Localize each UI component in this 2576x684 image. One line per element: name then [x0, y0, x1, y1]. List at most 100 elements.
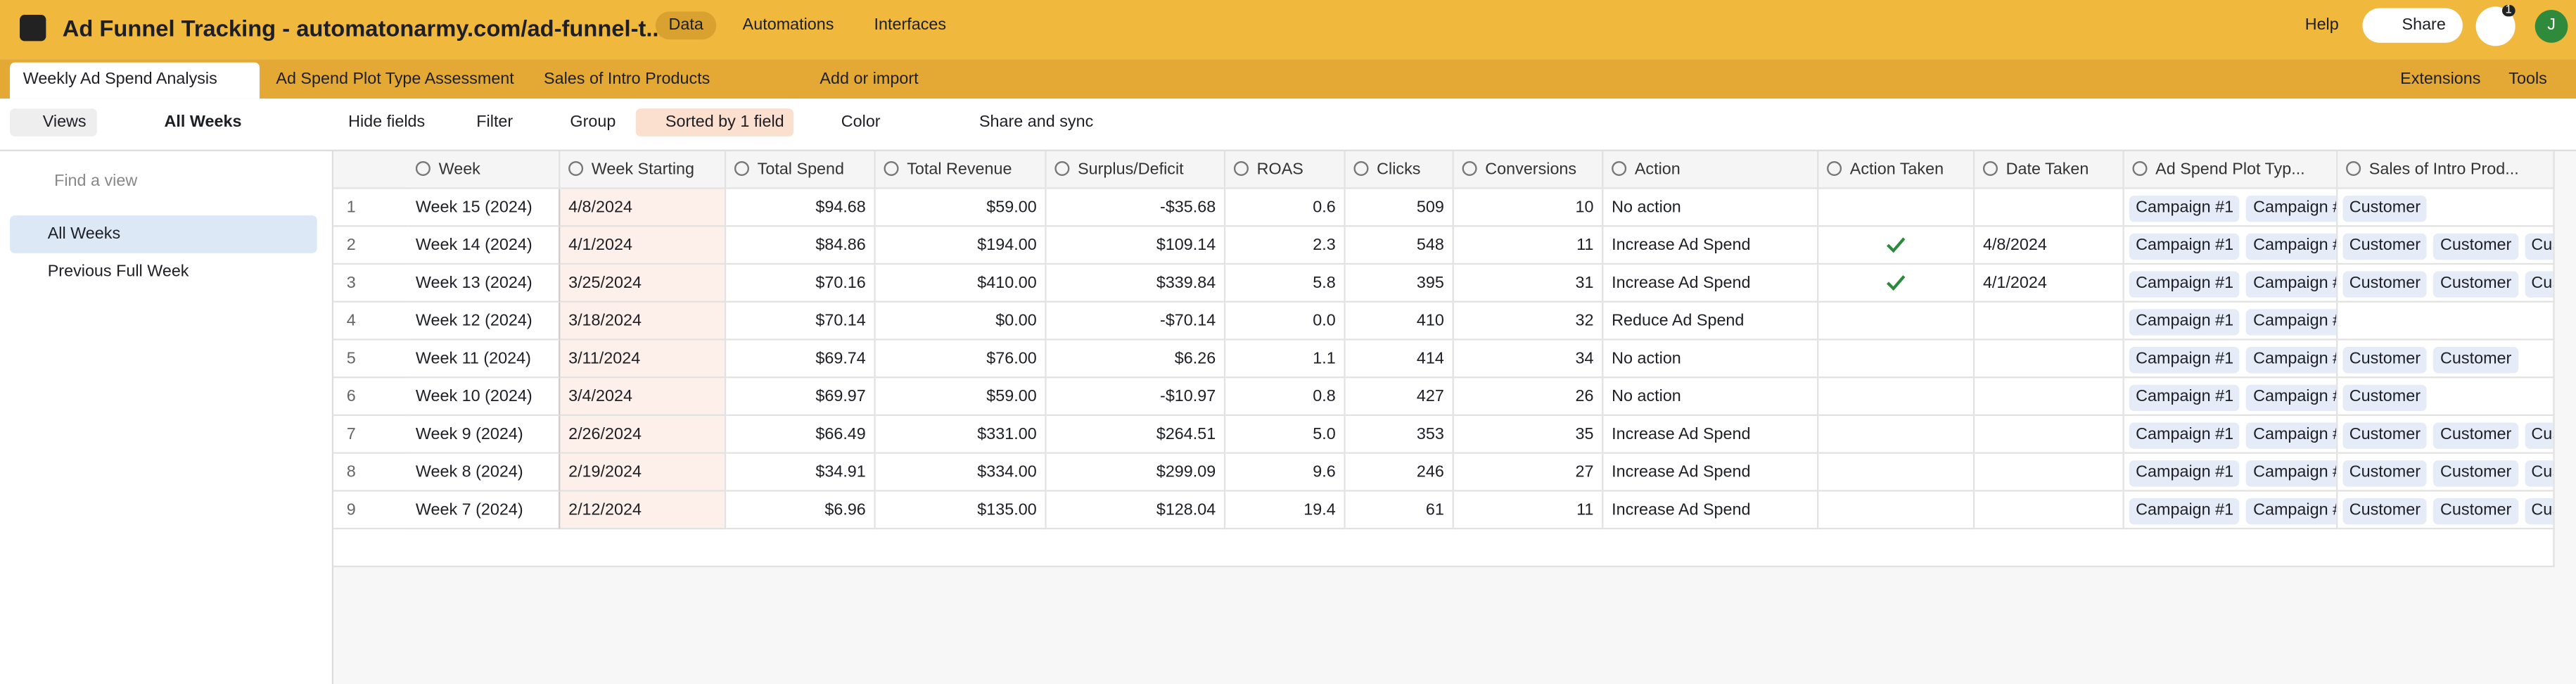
linked-record: Customer	[2433, 347, 2518, 374]
notification-count: 1	[2501, 5, 2516, 17]
linked-record: Campaign #1	[2246, 460, 2337, 487]
column-header: Week Starting	[560, 151, 727, 189]
cell	[1975, 378, 2124, 417]
cell: $66.49	[726, 416, 876, 454]
column-header: Week	[407, 151, 561, 189]
cell: 4/8/2024	[560, 189, 727, 227]
group[interactable]: Group	[570, 113, 616, 132]
nav-automations[interactable]: Automations	[742, 16, 834, 35]
column-name[interactable]: Total Spend	[757, 160, 845, 179]
cell: Increase Ad Spend	[1603, 453, 1819, 492]
cell: 10	[1453, 189, 1604, 227]
cell: 3/25/2024	[560, 265, 727, 303]
column-name[interactable]: Conversions	[1485, 160, 1577, 179]
sort[interactable]: Sorted by 1 field	[635, 108, 794, 137]
nav-data[interactable]: Data	[655, 11, 717, 40]
hide-fields[interactable]: Hide fields	[348, 113, 426, 132]
cell: 3/4/2024	[560, 378, 727, 417]
checkbox-cell	[1818, 302, 1975, 341]
check	[1887, 275, 1906, 291]
cell: No action	[1603, 340, 1819, 379]
column-name[interactable]: Date Taken	[2006, 160, 2089, 179]
cell	[1975, 453, 2124, 492]
row-number: 1	[333, 189, 408, 227]
column-header: Surplus/Deficit	[1046, 151, 1226, 189]
linked-record: Customer	[2433, 422, 2518, 449]
cell: $128.04	[1046, 491, 1226, 530]
column-header: Sales of Intro Prod...	[2338, 151, 2555, 189]
cell: $34.91	[726, 453, 876, 492]
column-name[interactable]: Action Taken	[1849, 160, 1944, 179]
extensions[interactable]: Extensions	[2400, 70, 2481, 89]
linked-record: Campaign #1	[2129, 498, 2240, 525]
base-name[interactable]: Ad Funnel Tracking - automatonarmy.com/a…	[62, 15, 665, 42]
sidebar: Find a view All Weeks Previous Full Week	[0, 151, 334, 684]
filter[interactable]: Filter	[476, 113, 514, 132]
linked-record: Campaign #1	[2129, 460, 2240, 487]
column-name[interactable]: Action	[1634, 160, 1681, 179]
tab[interactable]: Sales of Intro Products	[544, 70, 710, 89]
row-number: 3	[333, 265, 408, 303]
cell: 3/18/2024	[560, 302, 727, 341]
linked-cell: CustomerCustomerCustomer	[2338, 453, 2555, 492]
linked-record: Campaign #1	[2246, 196, 2337, 222]
linked-record: Customer	[2342, 271, 2428, 298]
tab-active[interactable]: Weekly Ad Spend Analysis	[10, 62, 260, 99]
add-import[interactable]: Add or import	[820, 70, 919, 89]
cell: 31	[1453, 265, 1604, 303]
cell: $69.74	[726, 340, 876, 379]
cell: $94.68	[726, 189, 876, 227]
row-number: 7	[333, 416, 408, 454]
view-item[interactable]: All Weeks	[10, 215, 317, 253]
cell: Week 13 (2024)	[407, 265, 561, 303]
linked-record: Campaign #1	[2246, 271, 2337, 298]
column-name[interactable]: Week	[438, 160, 480, 179]
linked-record: Customer	[2342, 384, 2428, 412]
linked-record: Customer	[2525, 498, 2553, 525]
column-header: Date Taken	[1975, 151, 2124, 189]
cell: 61	[1345, 491, 1454, 530]
row-number: 8	[333, 453, 408, 492]
column-name[interactable]: ROAS	[1256, 160, 1303, 179]
cell	[1975, 491, 2124, 530]
linked-record: Customer	[2433, 271, 2518, 298]
view-name[interactable]: All Weeks	[164, 113, 242, 132]
views-button[interactable]: Views	[10, 108, 96, 137]
color[interactable]: Color	[841, 113, 881, 132]
column-name[interactable]: Total Revenue	[907, 160, 1012, 179]
view-item[interactable]: Previous Full Week	[47, 262, 189, 281]
cell: 35	[1453, 416, 1604, 454]
cell: -$35.68	[1046, 189, 1226, 227]
linked-record: Campaign #1	[2129, 384, 2240, 412]
tab[interactable]: Ad Spend Plot Type Assessment	[276, 70, 514, 89]
cell: 548	[1345, 227, 1454, 265]
column-name[interactable]: Week Starting	[591, 160, 695, 179]
cell: No action	[1603, 189, 1819, 227]
column-name[interactable]: Clicks	[1377, 160, 1421, 179]
linked-record: Customer	[2433, 233, 2518, 260]
linked-record: Campaign #1	[2129, 422, 2240, 449]
share-button[interactable]: Share	[2362, 8, 2463, 43]
row-number: 6	[333, 378, 408, 417]
linked-record: Customer	[2342, 233, 2428, 260]
column-name[interactable]: Surplus/Deficit	[1078, 160, 1184, 179]
column-name[interactable]: Ad Spend Plot Typ...	[2155, 160, 2305, 179]
cell: 2/26/2024	[560, 416, 727, 454]
checkbox-cell	[1818, 453, 1975, 492]
linked-record: Campaign #1	[2129, 196, 2240, 222]
table-tabs: Weekly Ad Spend Analysis Ad Spend Plot T…	[0, 59, 2576, 99]
column-name[interactable]: Sales of Intro Prod...	[2368, 160, 2519, 179]
nav-interfaces[interactable]: Interfaces	[874, 16, 947, 35]
tools[interactable]: Tools	[2508, 70, 2547, 89]
view-search[interactable]: Find a view	[54, 172, 138, 191]
linked-record: Customer	[2525, 271, 2553, 298]
avatar[interactable]: J	[2534, 10, 2568, 43]
help[interactable]: Help	[2304, 16, 2339, 35]
share-sync[interactable]: Share and sync	[978, 113, 1094, 132]
cell: 0.6	[1225, 189, 1346, 227]
cell: 509	[1345, 189, 1454, 227]
cell: 414	[1345, 340, 1454, 379]
